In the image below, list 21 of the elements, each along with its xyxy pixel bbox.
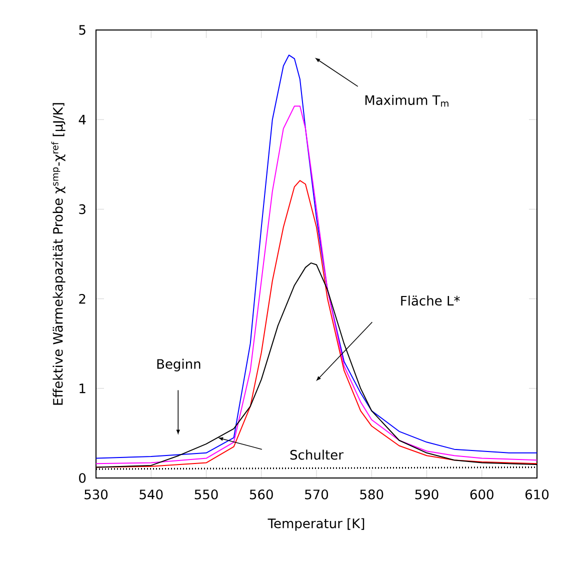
y-tick-label: 2 bbox=[79, 294, 86, 304]
x-tick-label: 570 bbox=[305, 490, 328, 500]
annotation: Beginn bbox=[157, 358, 200, 372]
y-tick-label: 0 bbox=[79, 473, 86, 483]
x-axis-title: Temperatur [K] bbox=[268, 518, 364, 531]
y-tick-label: 3 bbox=[79, 204, 86, 214]
x-tick-label: 580 bbox=[360, 490, 384, 500]
x-tick-label: 590 bbox=[415, 490, 438, 500]
x-tick-label: 600 bbox=[470, 490, 494, 500]
annotation: Schulter bbox=[290, 450, 344, 460]
y-tick-label: 4 bbox=[78, 114, 86, 124]
x-tick-label: 530 bbox=[84, 490, 108, 500]
x-tick-label: 560 bbox=[250, 490, 273, 500]
annotation: Fläche L* bbox=[401, 296, 460, 306]
y-axis-title: Effektive Wärmekapazität Probe χ$^{smp}$-χ$^{ref}$ [µJ/K] bbox=[51, 103, 66, 405]
x-tick-label: 540 bbox=[140, 490, 163, 500]
annotation: Maximum T$_{m}$ bbox=[365, 94, 448, 107]
y-tick-label: 5 bbox=[79, 25, 86, 35]
x-tick-label: 550 bbox=[194, 490, 218, 500]
x-tick-label: 610 bbox=[525, 490, 549, 500]
y-tick-label: 1 bbox=[80, 384, 86, 394]
